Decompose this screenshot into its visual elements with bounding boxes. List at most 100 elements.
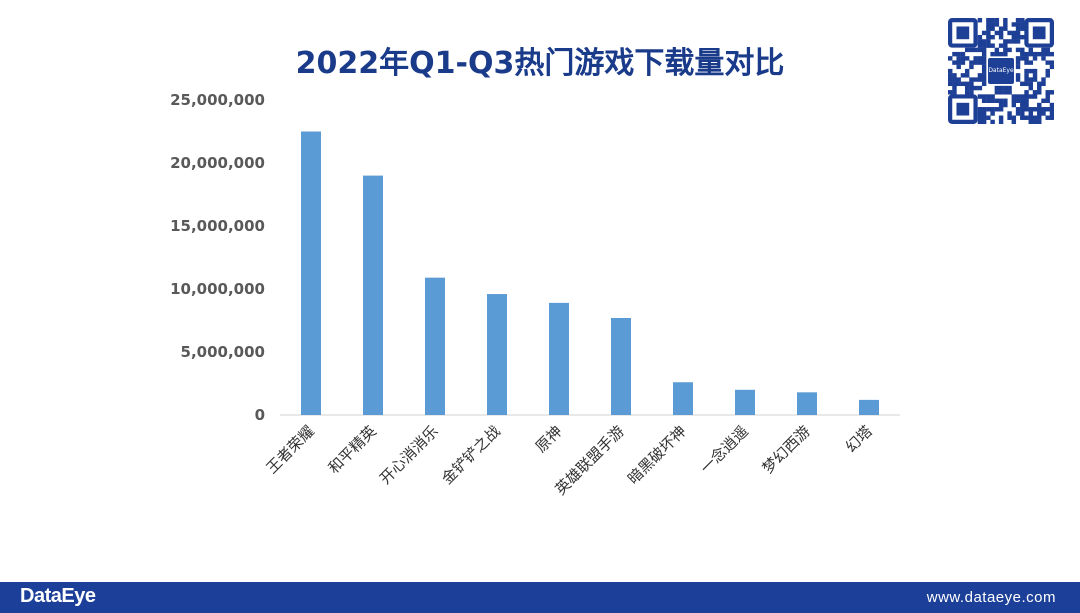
qr-module [964,47,970,53]
qr-module [1020,81,1025,87]
qr-module [994,30,1000,36]
qr-module [1024,73,1029,78]
qr-module [977,111,983,116]
qr-module [981,56,987,61]
qr-module [1020,34,1025,40]
qr-module [1007,111,1012,116]
qr-module [1049,64,1055,70]
qr-module [1037,85,1042,91]
qr-module [981,60,987,65]
qr-module [981,107,987,112]
qr-module [977,94,983,99]
qr-module [981,43,987,48]
qr-module [1007,47,1012,53]
qr-module [981,115,987,120]
bar-series [301,131,879,415]
qr-module [990,119,995,125]
qr-module [1020,26,1025,31]
qr-module [1024,90,1029,95]
qr-module [1024,51,1029,57]
qr-module [990,98,995,103]
qr-module [977,34,983,40]
qr-module [1015,98,1021,103]
qr-module [1015,47,1021,53]
qr-module [981,81,987,87]
qr-module [998,119,1004,125]
qr-module [969,64,974,70]
bar [859,399,879,415]
qr-module [1003,85,1008,91]
qr-module [1049,90,1055,95]
qr-module [977,77,983,82]
y-tick-label: 5,000,000 [181,343,265,361]
qr-module [1032,68,1038,74]
qr-module [1020,51,1025,57]
qr-module [1015,64,1021,70]
qr-module [994,85,1000,91]
qr-module [1015,111,1021,116]
qr-module [956,77,961,82]
qr-module [998,34,1004,40]
qr-module [1032,77,1038,82]
qr-module [1028,94,1033,99]
qr-module [952,73,957,78]
qr-module [952,90,957,95]
qr-module [1032,119,1038,125]
qr-module [1024,94,1029,99]
bar [363,175,383,415]
qr-finder-outer [1024,17,1055,48]
qr-module [981,47,987,53]
qr-module [1020,115,1025,120]
qr-module [1045,68,1050,74]
qr-module [1015,39,1021,44]
qr-module [1032,94,1038,99]
qr-module [986,43,991,48]
y-tick-label: 25,000,000 [170,91,265,109]
qr-module [973,77,978,82]
qr-module [960,73,966,78]
qr-module [986,107,991,112]
qr-module [1011,119,1017,125]
qr-module [1028,107,1033,112]
qr-module [981,30,987,36]
qr-module [998,107,1004,112]
qr-module [981,77,987,82]
qr-module [1032,115,1038,120]
qr-module [964,56,970,61]
x-tick-label: 开心消消乐 [376,422,442,488]
qr-module [981,64,987,70]
x-tick-label: 金铲铲之战 [438,422,504,488]
qr-module [1003,47,1008,53]
qr-module [1045,60,1050,65]
qr-module [956,81,961,87]
x-tick-label: 幻塔 [842,422,876,456]
qr-module [990,51,995,57]
qr-center-logo: DataEye [988,58,1014,84]
qr-module [977,60,983,65]
qr-module [990,22,995,27]
footer-url[interactable]: www.dataeye.com [926,589,1056,606]
qr-module [986,34,991,40]
qr-module [948,73,953,78]
qr-module [1015,18,1021,23]
qr-module [986,115,991,120]
qr-module [990,18,995,23]
qr-module [1045,73,1050,78]
qr-module [952,77,957,82]
qr-module [969,85,974,91]
qr-module [1007,85,1012,91]
qr-module [1037,102,1042,108]
qr-module [1020,56,1025,61]
qr-module [973,60,978,65]
qr-module [990,107,995,112]
qr-module [1037,107,1042,112]
qr-module [969,77,974,82]
qr-module [1003,51,1008,57]
qr-module [994,107,1000,112]
qr-module [960,81,966,87]
qr-module [977,119,983,125]
qr-module [1041,51,1046,57]
qr-module [969,90,974,95]
qr-module [969,60,974,65]
qr-module [986,39,991,44]
